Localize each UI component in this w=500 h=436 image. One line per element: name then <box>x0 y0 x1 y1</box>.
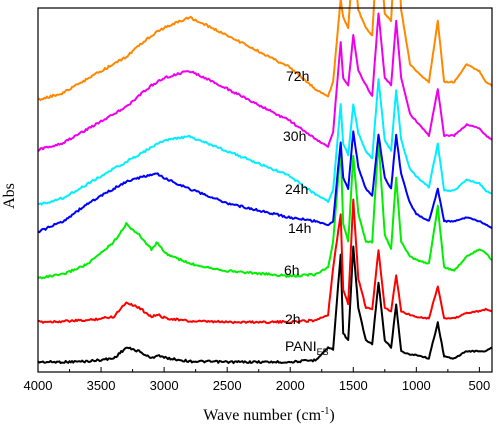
plot-frame <box>37 7 493 373</box>
series-label-text: 24h <box>285 181 308 197</box>
y-axis-title: Abs <box>1 183 18 209</box>
x-tick-label: 3500 <box>87 378 116 393</box>
series-line-2h <box>38 198 493 325</box>
series-label-72h: 72h <box>286 68 309 84</box>
series-label-pani: PANIEB <box>285 338 329 357</box>
x-tick-label: 3000 <box>150 378 179 393</box>
series-label-14h: 14h <box>288 220 311 236</box>
series-label-subscript: EB <box>317 347 329 357</box>
series-line-30h <box>37 12 493 152</box>
x-tick-label: 2500 <box>213 378 242 393</box>
x-tick-label: 1500 <box>339 378 368 393</box>
x-tick-label: 4000 <box>24 378 53 393</box>
series-label-6h: 6h <box>284 262 300 278</box>
series-label-24h: 24h <box>285 181 308 197</box>
x-axis-title-main: Wave number (cm <box>203 407 321 424</box>
series-line-72h <box>37 0 493 102</box>
x-axis-title: Wave number (cm-1) <box>203 406 334 424</box>
series-label-text: 2h <box>285 311 301 327</box>
series-label-text: 30h <box>283 128 306 144</box>
series-line-6h <box>37 139 493 280</box>
series-label-layer: PANIEB 2h 6h 14h 24h 30h 72h <box>283 68 329 357</box>
series-line-pani <box>37 245 493 365</box>
series-line-24h <box>37 78 493 206</box>
x-axis-title-superscript: -1 <box>321 406 329 417</box>
x-tick-label: 500 <box>469 378 491 393</box>
series-label-text: 72h <box>286 68 309 84</box>
series-label-2h: 2h <box>285 311 301 327</box>
series-label-text: PANI <box>285 338 317 354</box>
x-axis-ticks: 4000 3500 3000 2500 2000 1500 1000 500 <box>24 367 491 393</box>
series-layer <box>37 0 493 365</box>
series-label-text: 6h <box>284 262 300 278</box>
x-tick-label: 2000 <box>276 378 305 393</box>
x-tick-label: 1000 <box>402 378 431 393</box>
series-label-text: 14h <box>288 220 311 236</box>
series-line-14h <box>37 130 493 234</box>
x-axis-title-close: ) <box>329 407 334 424</box>
series-label-30h: 30h <box>283 128 306 144</box>
